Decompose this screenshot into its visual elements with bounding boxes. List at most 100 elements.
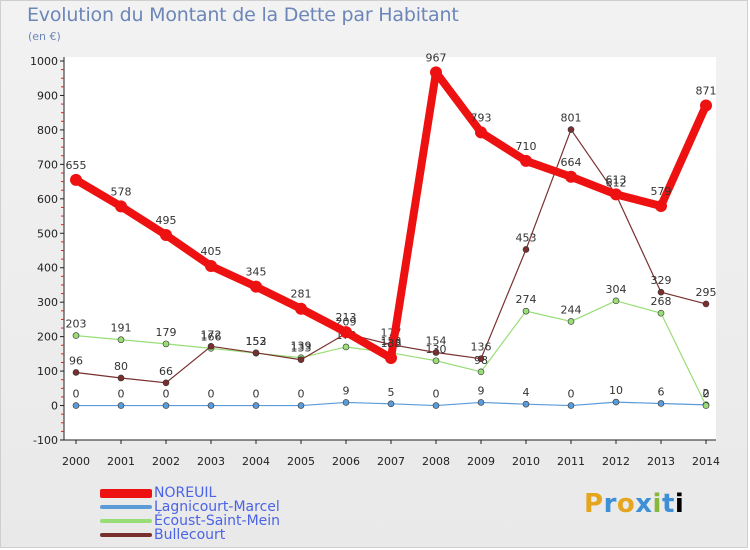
data-label: 579 (651, 185, 672, 198)
data-point (72, 369, 80, 376)
data-point (252, 402, 260, 409)
legend-label: Lagnicourt-Marcel (154, 499, 280, 515)
data-label: 96 (69, 354, 83, 367)
data-label: 203 (66, 318, 87, 331)
data-label: 4 (523, 386, 530, 399)
data-point (342, 343, 350, 351)
data-label: 153 (246, 335, 267, 348)
data-label: 6 (658, 385, 665, 398)
data-point (567, 402, 575, 409)
data-point (162, 402, 170, 409)
data-label: 453 (516, 231, 537, 244)
data-label: 655 (66, 159, 87, 172)
proxiti-logo: Proxiti (584, 489, 684, 519)
data-point (117, 374, 125, 382)
data-label: 66 (159, 365, 173, 378)
data-label: 0 (703, 388, 710, 401)
x-tick-label: 2002 (152, 455, 180, 468)
data-point (297, 402, 305, 409)
data-label: 9 (478, 384, 485, 397)
legend-label: Bullecourt (154, 527, 226, 543)
data-point (565, 170, 577, 183)
data-point (522, 307, 530, 315)
data-point (520, 154, 532, 167)
data-point (477, 368, 485, 376)
data-point (252, 349, 260, 357)
data-label: 281 (291, 288, 312, 301)
x-tick-label: 2011 (557, 455, 585, 468)
data-point (567, 318, 575, 325)
data-point (70, 173, 82, 186)
data-label: 2 (703, 387, 710, 400)
data-point (160, 228, 172, 241)
y-tick-label: 300 (37, 296, 58, 309)
data-label: 578 (111, 185, 132, 198)
data-label: 138 (381, 337, 402, 350)
data-point (477, 355, 485, 362)
data-point (522, 246, 530, 253)
data-label: 213 (336, 311, 357, 324)
data-point (702, 402, 710, 409)
data-point (612, 297, 620, 305)
logo-letter: o (616, 489, 636, 519)
x-tick-label: 2004 (242, 455, 270, 468)
data-point (205, 260, 217, 273)
logo-letter: r (603, 489, 617, 519)
data-point (475, 126, 487, 139)
data-point (610, 188, 622, 201)
data-label: 10 (609, 384, 623, 397)
data-point (477, 399, 485, 406)
data-label: 612 (606, 177, 627, 190)
legend-swatch (100, 533, 152, 537)
x-tick-label: 2006 (332, 455, 360, 468)
y-tick-label: 100 (37, 365, 58, 378)
data-point (72, 402, 80, 409)
legend-label: Écoust-Saint-Mein (154, 513, 281, 529)
y-tick-label: 0 (51, 400, 58, 413)
data-label: 329 (651, 274, 672, 287)
data-point (702, 300, 710, 308)
y-tick-label: 1000 (30, 55, 58, 68)
data-label: 0 (298, 388, 305, 401)
data-point (657, 309, 665, 317)
y-tick-label: 900 (37, 89, 58, 102)
legend-swatch (100, 505, 152, 509)
data-point (162, 340, 170, 348)
data-point (117, 336, 125, 344)
y-tick-label: -100 (33, 434, 58, 447)
plot-area (64, 57, 716, 440)
x-tick-label: 2008 (422, 455, 450, 468)
data-label: 295 (696, 286, 717, 299)
data-point (295, 302, 307, 315)
data-point (430, 66, 442, 79)
data-label: 613 (606, 173, 627, 186)
data-point (700, 99, 712, 112)
data-label: 166 (201, 330, 222, 343)
x-tick-label: 2003 (197, 455, 225, 468)
chart-title: Evolution du Montant de la Dette par Hab… (27, 4, 459, 26)
data-point (72, 332, 80, 339)
logo-letter: i (674, 489, 685, 519)
data-label: 9 (343, 384, 350, 397)
data-label: 710 (516, 140, 537, 153)
data-point (342, 399, 350, 406)
x-tick-label: 2005 (287, 455, 315, 468)
x-tick-label: 2000 (62, 455, 90, 468)
data-label: 179 (156, 326, 177, 339)
data-label: 405 (201, 245, 222, 258)
x-tick-label: 2013 (647, 455, 675, 468)
data-point (432, 402, 440, 409)
logo-letter: i (652, 489, 662, 519)
data-point (115, 200, 127, 213)
data-point (117, 402, 125, 409)
legend-label: NOREUIL (154, 485, 217, 501)
unit-label: (en €) (28, 30, 61, 43)
x-tick-label: 2012 (602, 455, 630, 468)
data-point (385, 351, 397, 364)
data-label: 871 (696, 84, 717, 97)
data-label: 967 (426, 51, 447, 64)
y-tick-label: 400 (37, 262, 58, 275)
data-label: 495 (156, 214, 177, 227)
x-tick-label: 2010 (512, 455, 540, 468)
